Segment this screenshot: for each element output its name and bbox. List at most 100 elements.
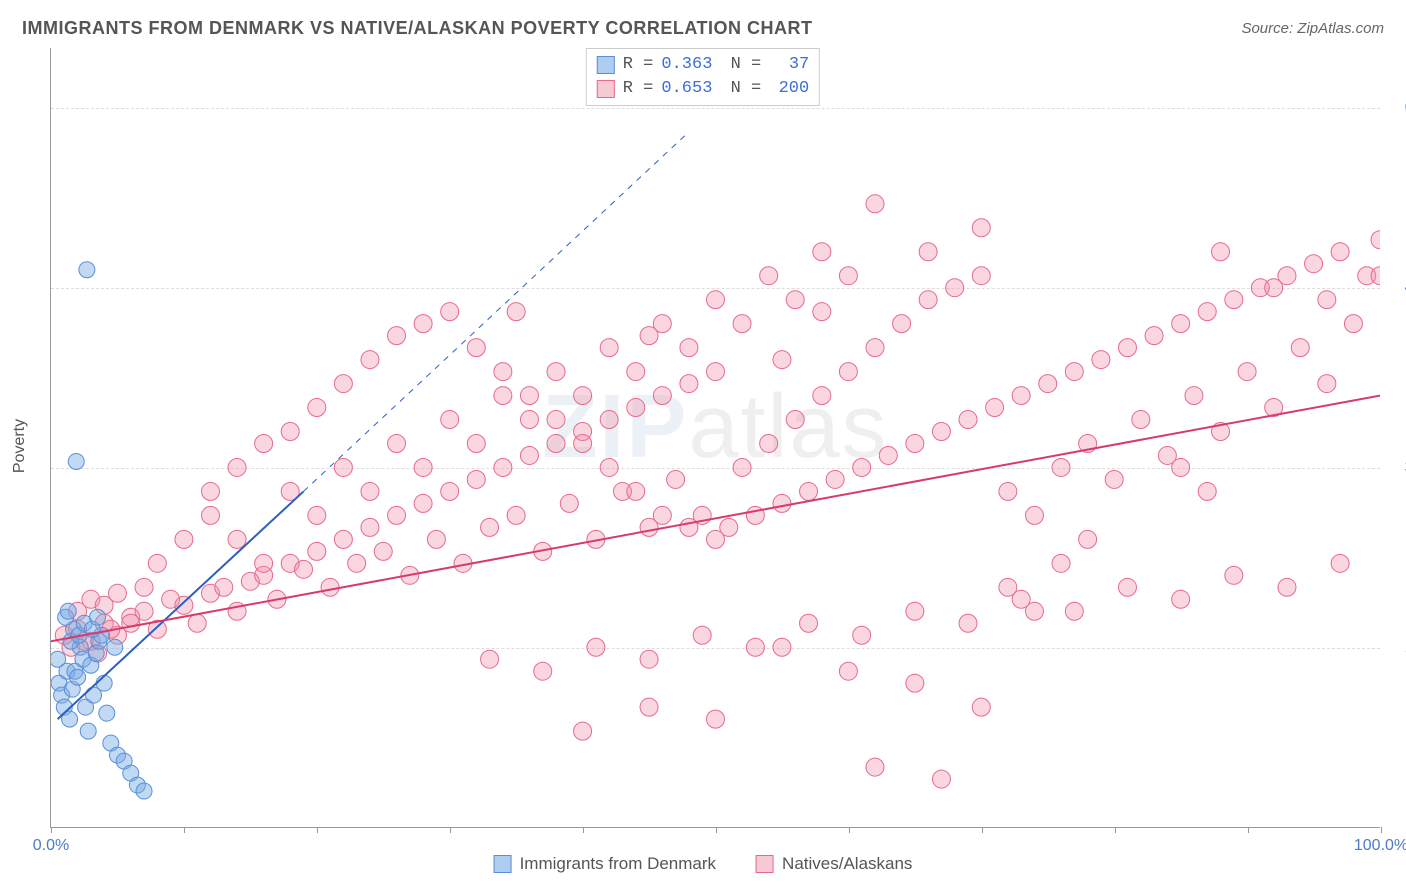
scatter-point xyxy=(707,291,725,309)
scatter-point xyxy=(1212,243,1230,261)
scatter-point xyxy=(136,783,152,799)
legend-swatch xyxy=(494,855,512,873)
scatter-point xyxy=(122,614,140,632)
scatter-point xyxy=(1105,470,1123,488)
scatter-point xyxy=(1012,387,1030,405)
x-tick xyxy=(51,827,52,833)
scatter-point xyxy=(321,578,339,596)
scatter-point xyxy=(1052,554,1070,572)
scatter-point xyxy=(348,554,366,572)
legend-label: Immigrants from Denmark xyxy=(520,854,716,874)
scatter-point xyxy=(308,542,326,560)
scatter-point xyxy=(746,638,764,656)
scatter-point xyxy=(667,470,685,488)
scatter-point xyxy=(467,435,485,453)
scatter-point xyxy=(1371,231,1380,249)
x-tick xyxy=(450,827,451,833)
scatter-point xyxy=(427,530,445,548)
legend-r-value: 0.653 xyxy=(661,77,712,101)
scatter-point xyxy=(972,267,990,285)
scatter-point xyxy=(1118,339,1136,357)
x-tick xyxy=(583,827,584,833)
scatter-point xyxy=(680,339,698,357)
scatter-point xyxy=(879,446,897,464)
scatter-point xyxy=(68,453,84,469)
scatter-point xyxy=(374,542,392,560)
scatter-point xyxy=(334,530,352,548)
scatter-point xyxy=(255,554,273,572)
x-tick xyxy=(184,827,185,833)
scatter-point xyxy=(720,518,738,536)
scatter-point xyxy=(627,363,645,381)
scatter-point xyxy=(520,446,538,464)
scatter-point xyxy=(853,458,871,476)
scatter-point xyxy=(547,435,565,453)
scatter-point xyxy=(441,303,459,321)
scatter-point xyxy=(653,506,671,524)
scatter-point xyxy=(414,458,432,476)
legend-item: Immigrants from Denmark xyxy=(494,854,716,874)
scatter-point xyxy=(853,626,871,644)
scatter-point xyxy=(361,518,379,536)
scatter-point xyxy=(680,518,698,536)
legend-item: Natives/Alaskans xyxy=(756,854,912,874)
scatter-point xyxy=(175,596,193,614)
scatter-point xyxy=(813,387,831,405)
scatter-point xyxy=(640,650,658,668)
scatter-point xyxy=(361,351,379,369)
scatter-point xyxy=(79,262,95,278)
scatter-point xyxy=(188,614,206,632)
legend-row: R =0.363 N =37 xyxy=(597,53,809,77)
scatter-point xyxy=(334,458,352,476)
scatter-point xyxy=(919,243,937,261)
y-tick-label: 45.0% xyxy=(1390,279,1406,297)
scatter-point xyxy=(1331,554,1349,572)
scatter-point xyxy=(1012,590,1030,608)
scatter-point xyxy=(1265,279,1283,297)
legend-row: R =0.653 N =200 xyxy=(597,77,809,101)
scatter-point xyxy=(733,315,751,333)
scatter-point xyxy=(228,530,246,548)
scatter-point xyxy=(627,399,645,417)
scatter-point xyxy=(680,375,698,393)
scatter-point xyxy=(813,243,831,261)
plot-area: ZIPatlas 15.0%30.0%45.0%60.0%0.0%100.0% xyxy=(50,48,1380,828)
legend-n-value: 37 xyxy=(769,53,809,77)
scatter-point xyxy=(906,602,924,620)
scatter-point xyxy=(866,195,884,213)
scatter-point xyxy=(1079,530,1097,548)
scatter-point xyxy=(972,219,990,237)
scatter-point xyxy=(388,327,406,345)
scatter-point xyxy=(1225,566,1243,584)
scatter-point xyxy=(959,411,977,429)
scatter-point xyxy=(1291,339,1309,357)
scatter-point xyxy=(786,411,804,429)
scatter-point xyxy=(308,399,326,417)
scatter-point xyxy=(600,458,618,476)
legend-swatch xyxy=(597,56,615,74)
x-tick xyxy=(1381,827,1382,833)
scatter-point xyxy=(959,614,977,632)
scatter-point xyxy=(70,669,86,685)
scatter-point xyxy=(467,470,485,488)
scatter-point xyxy=(1118,578,1136,596)
scatter-point xyxy=(334,375,352,393)
scatter-point xyxy=(107,639,123,655)
scatter-point xyxy=(507,506,525,524)
scatter-point xyxy=(574,435,592,453)
legend-swatch xyxy=(756,855,774,873)
scatter-point xyxy=(839,363,857,381)
scatter-point xyxy=(1225,291,1243,309)
scatter-point xyxy=(1278,578,1296,596)
scatter-point xyxy=(1132,411,1150,429)
scatter-point xyxy=(1198,482,1216,500)
chart-container: IMMIGRANTS FROM DENMARK VS NATIVE/ALASKA… xyxy=(0,0,1406,892)
scatter-point xyxy=(441,411,459,429)
scatter-point xyxy=(507,303,525,321)
scatter-point xyxy=(1238,363,1256,381)
scatter-point xyxy=(90,609,106,625)
source-attribution: Source: ZipAtlas.com xyxy=(1241,20,1384,37)
scatter-point xyxy=(574,387,592,405)
scatter-point xyxy=(520,387,538,405)
scatter-point xyxy=(1065,363,1083,381)
